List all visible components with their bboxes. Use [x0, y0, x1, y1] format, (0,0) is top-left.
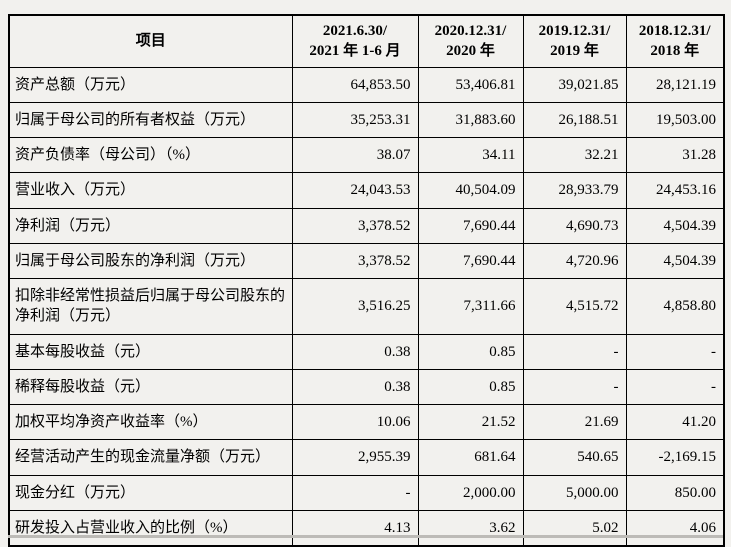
cell-value: 31.28 — [625, 136, 725, 174]
cell-value: 28,121.19 — [625, 66, 725, 103]
row-label: 现金分红（万元） — [8, 474, 293, 511]
cell-value: -2,169.15 — [625, 439, 725, 476]
cell-value: 681.64 — [417, 439, 524, 476]
cell-value: 850.00 — [625, 474, 725, 511]
cell-value: - — [522, 368, 627, 406]
cell-value: 4,515.72 — [522, 278, 627, 335]
row-label: 归属于母公司股东的净利润（万元） — [8, 242, 293, 280]
table-row: 加权平均净资产收益率（%） 10.06 21.52 21.69 41.20 — [8, 403, 725, 441]
table-row: 资产总额（万元） 64,853.50 53,406.81 39,021.85 28,12… — [8, 66, 725, 103]
row-label: 基本每股收益（元） — [8, 333, 293, 370]
cell-value: 0.85 — [417, 333, 524, 370]
table-row: 归属于母公司股东的净利润（万元） 3,378.52 7,690.44 4,720.96… — [8, 242, 725, 280]
cell-value: 0.38 — [291, 333, 419, 370]
cell-value: 38.07 — [291, 136, 419, 174]
cell-value: 7,690.44 — [417, 242, 524, 280]
cell-value: 3,516.25 — [291, 278, 419, 335]
column-header-2018: 2018.12.31/ 2018 年 — [625, 14, 725, 68]
row-label: 净利润（万元） — [8, 207, 293, 244]
cell-value: 24,043.53 — [291, 172, 419, 209]
cell-value: 32.21 — [522, 136, 627, 174]
table-row: 研发投入占营业收入的比例（%） 4.13 3.62 5.02 4.06 — [8, 509, 725, 547]
cropped-next-content-edge — [8, 535, 723, 538]
cell-value: 41.20 — [625, 403, 725, 441]
cell-value: - — [291, 474, 419, 511]
row-label: 资产负债率（母公司）（%） — [8, 136, 293, 174]
cell-value: 3,378.52 — [291, 242, 419, 280]
table-row: 扣除非经常性损益后归属于母公司股东的净利润（万元） 3,516.25 7,311.6… — [8, 278, 725, 335]
cell-value: 19,503.00 — [625, 101, 725, 139]
cell-value: 4,504.39 — [625, 207, 725, 244]
cell-value: 0.85 — [417, 368, 524, 406]
cell-value: 4.06 — [625, 509, 725, 547]
cell-value: 3,378.52 — [291, 207, 419, 244]
table-row: 净利润（万元） 3,378.52 7,690.44 4,690.73 4,504.39 — [8, 207, 725, 244]
column-header-2020: 2020.12.31/ 2020 年 — [417, 14, 524, 68]
table-row: 营业收入（万元） 24,043.53 40,504.09 28,933.79 24,45… — [8, 172, 725, 209]
financial-indicators-table: 项目 2021.6.30/ 2021 年 1-6 月 2020.12.31/ 2… — [8, 14, 725, 547]
cell-value: 40,504.09 — [417, 172, 524, 209]
cell-value: 39,021.85 — [522, 66, 627, 103]
cell-value: 4,720.96 — [522, 242, 627, 280]
cell-value: 0.38 — [291, 368, 419, 406]
row-label: 研发投入占营业收入的比例（%） — [8, 509, 293, 547]
cell-value: 2,000.00 — [417, 474, 524, 511]
cell-value: 35,253.31 — [291, 101, 419, 139]
cell-value: 24,453.16 — [625, 172, 725, 209]
table-row: 稀释每股收益（元） 0.38 0.85- - — [8, 368, 725, 406]
row-label: 经营活动产生的现金流量净额（万元） — [8, 439, 293, 476]
header-row: 项目 2021.6.30/ 2021 年 1-6 月 2020.12.31/ 2… — [8, 14, 725, 68]
cell-value: 21.69 — [522, 403, 627, 441]
cell-value: 4.13 — [291, 509, 419, 547]
table-row: 基本每股收益（元） 0.38 0.85- - — [8, 333, 725, 370]
cell-value: 31,883.60 — [417, 101, 524, 139]
row-label: 营业收入（万元） — [8, 172, 293, 209]
cell-value: 5.02 — [522, 509, 627, 547]
cell-value: 28,933.79 — [522, 172, 627, 209]
cell-value: 64,853.50 — [291, 66, 419, 103]
column-header-item: 项目 — [8, 14, 293, 68]
table-row: 现金分红（万元） -2,000.00 5,000.00 850.00 — [8, 474, 725, 511]
cell-value: 21.52 — [417, 403, 524, 441]
table-row: 归属于母公司的所有者权益（万元） 35,253.31 31,883.60 26,188… — [8, 101, 725, 139]
cell-value: 5,000.00 — [522, 474, 627, 511]
cell-value: - — [625, 368, 725, 406]
row-label: 稀释每股收益（元） — [8, 368, 293, 406]
cell-value: - — [522, 333, 627, 370]
row-label: 加权平均净资产收益率（%） — [8, 403, 293, 441]
row-label: 归属于母公司的所有者权益（万元） — [8, 101, 293, 139]
cell-value: 4,858.80 — [625, 278, 725, 335]
cell-value: 7,690.44 — [417, 207, 524, 244]
column-header-2019: 2019.12.31/ 2019 年 — [522, 14, 627, 68]
table-row: 资产负债率（母公司）（%） 38.07 34.11 32.21 31.28 — [8, 136, 725, 174]
cell-value: - — [625, 333, 725, 370]
cell-value: 3.62 — [417, 509, 524, 547]
cell-value: 34.11 — [417, 136, 524, 174]
cell-value: 26,188.51 — [522, 101, 627, 139]
cell-value: 2,955.39 — [291, 439, 419, 476]
table-row: 经营活动产生的现金流量净额（万元） 2,955.39 681.64 540.65 -2,… — [8, 439, 725, 476]
cell-value: 4,690.73 — [522, 207, 627, 244]
cell-value: 7,311.66 — [417, 278, 524, 335]
cell-value: 10.06 — [291, 403, 419, 441]
cell-value: 4,504.39 — [625, 242, 725, 280]
row-label: 资产总额（万元） — [8, 66, 293, 103]
cell-value: 53,406.81 — [417, 66, 524, 103]
cell-value: 540.65 — [522, 439, 627, 476]
column-header-2021: 2021.6.30/ 2021 年 1-6 月 — [291, 14, 419, 68]
row-label: 扣除非经常性损益后归属于母公司股东的净利润（万元） — [8, 278, 293, 335]
